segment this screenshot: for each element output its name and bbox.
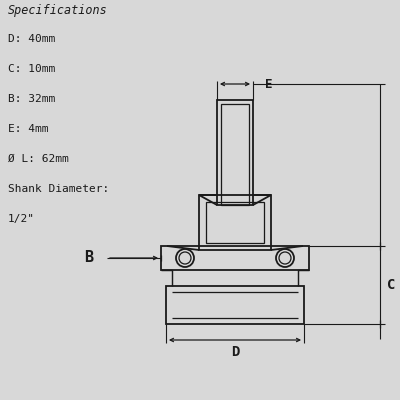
Bar [161,246,309,270]
Bar [206,202,264,243]
Bar [166,286,304,324]
Text: 1/2": 1/2" [8,214,35,224]
Text: D: 40mm: D: 40mm [8,34,55,44]
Text: B: 32mm: B: 32mm [8,94,55,104]
Text: Ø L: 62mm: Ø L: 62mm [8,154,69,164]
Text: C: C [387,278,395,292]
Text: B: B [84,250,93,266]
Text: D: D [231,345,239,359]
Bar [217,100,253,205]
Text: C: 10mm: C: 10mm [8,64,55,74]
Bar [221,104,249,205]
Text: E: 4mm: E: 4mm [8,124,48,134]
Text: E: E [265,78,272,90]
Bar [199,195,271,250]
Text: Specifications: Specifications [8,4,108,17]
Text: Shank Diameter:: Shank Diameter: [8,184,109,194]
